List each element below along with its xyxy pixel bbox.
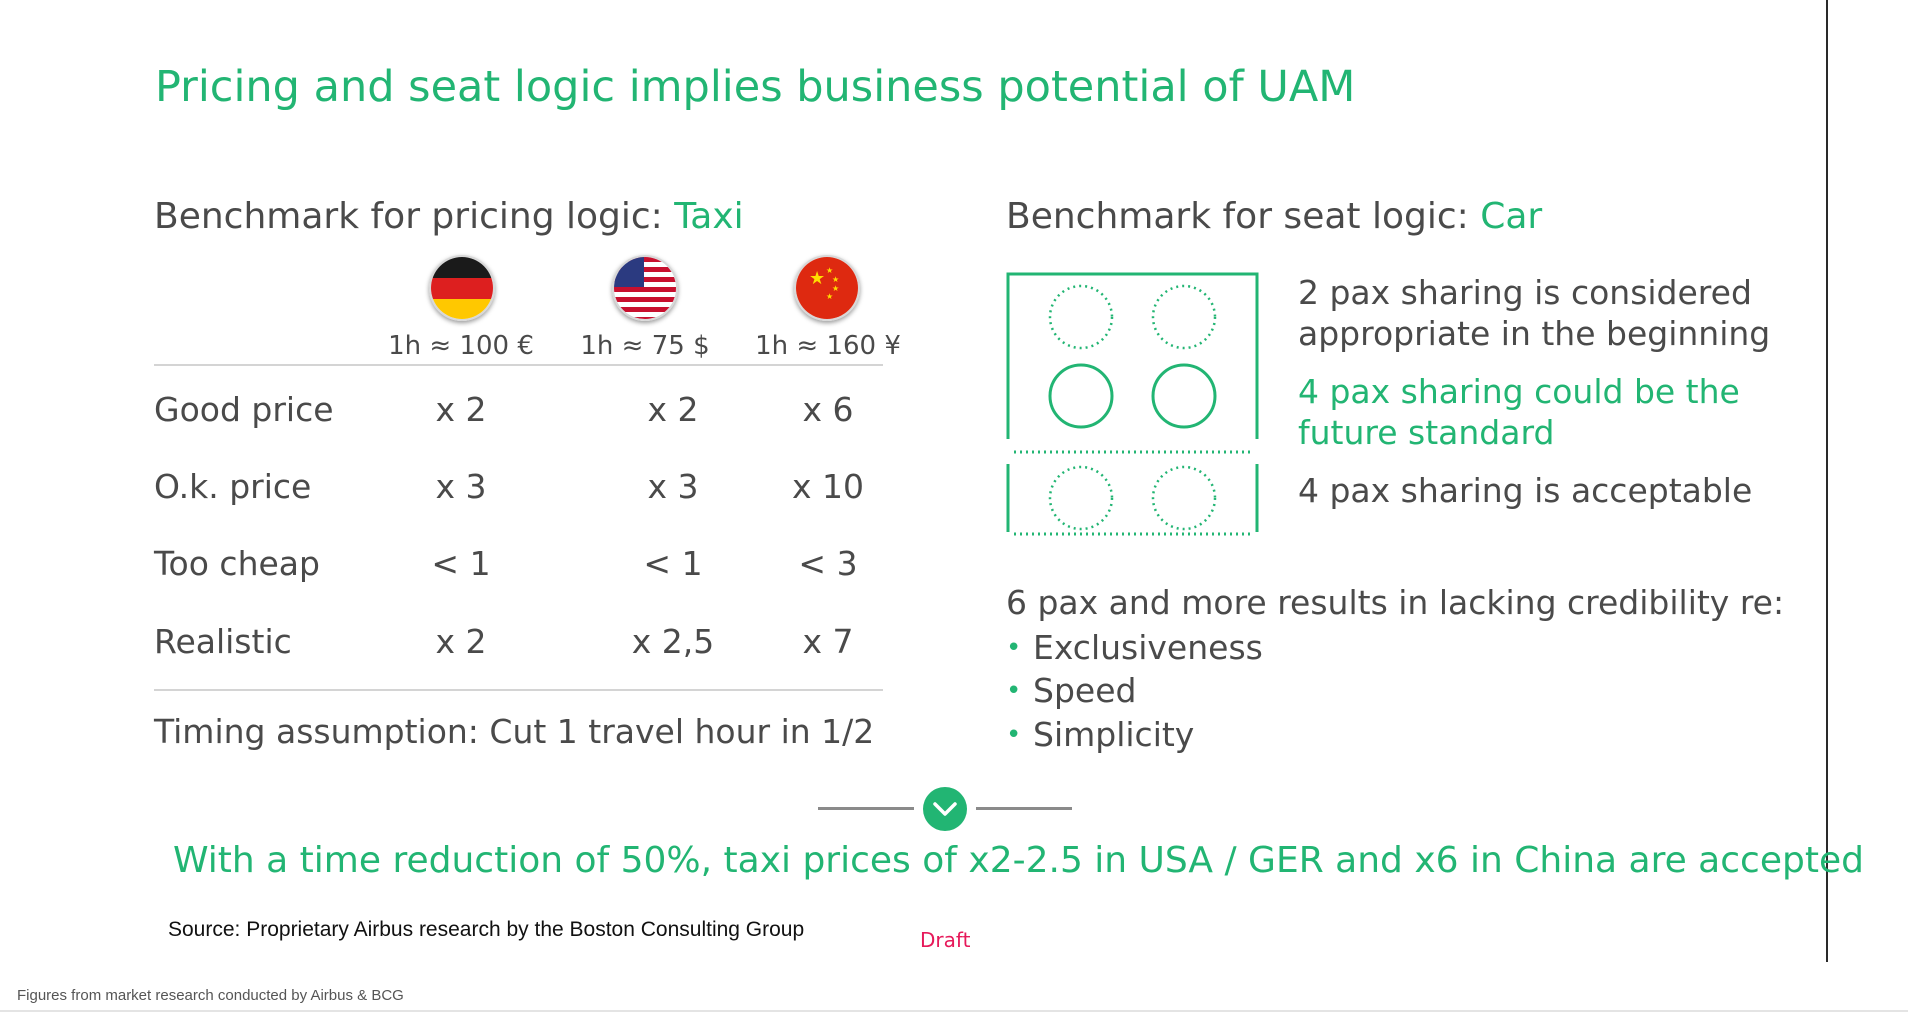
bullet-icon: • <box>1006 720 1022 750</box>
svg-text:★: ★ <box>826 266 833 275</box>
list-item: • Speed <box>1006 671 1136 710</box>
bullet-text: Simplicity <box>1033 715 1195 754</box>
seat-item-two-pax: 2 pax sharing is considered appropriate … <box>1298 272 1770 354</box>
rate-china: 1h ≈ 160 ¥ <box>755 331 901 361</box>
bullet-icon: • <box>1006 676 1022 706</box>
cell-value: x 2 <box>435 622 487 661</box>
bullet-text: Exclusiveness <box>1033 628 1263 667</box>
list-item: • Exclusiveness <box>1006 628 1263 667</box>
caption-divider <box>0 1010 1908 1012</box>
cell-value: x 10 <box>791 467 865 506</box>
rate-usa: 1h ≈ 75 $ <box>580 331 710 361</box>
svg-text:★: ★ <box>832 284 839 293</box>
cell-value: < 3 <box>798 544 858 583</box>
table-top-rule <box>154 364 883 366</box>
car-seat-diagram <box>1006 272 1259 536</box>
source-note: Source: Proprietary Airbus research by t… <box>168 918 805 941</box>
seat-item-four-pax-acceptable: 4 pax sharing is acceptable <box>1298 471 1753 510</box>
chevron-down-icon <box>923 787 967 831</box>
pricing-heading: Benchmark for pricing logic: Taxi <box>154 196 744 237</box>
svg-text:★: ★ <box>826 292 833 301</box>
cell-value: x 6 <box>802 390 854 429</box>
row-label-too-cheap: Too cheap <box>154 544 320 583</box>
rate-germany: 1h ≈ 100 € <box>388 331 534 361</box>
car-body-outline <box>1006 272 1259 532</box>
bullet-icon: • <box>1006 633 1022 663</box>
seat-dotted-rear <box>1048 465 1217 531</box>
cell-value: x 3 <box>435 467 487 506</box>
divider-right <box>976 807 1072 810</box>
seat-item-two-pax-line2: appropriate in the beginning <box>1298 314 1771 353</box>
timing-assumption: Timing assumption: Cut 1 travel hour in … <box>154 712 875 751</box>
cell-value: < 1 <box>431 544 491 583</box>
conclusion-text: With a time reduction of 50%, taxi price… <box>173 840 1864 881</box>
svg-text:★: ★ <box>832 275 839 284</box>
seat-heading-highlight: Car <box>1480 196 1543 237</box>
seat-item-four-pax-line2: future standard <box>1298 413 1555 452</box>
pricing-heading-highlight: Taxi <box>674 196 744 237</box>
seat-item-four-pax-future: 4 pax sharing could be the future standa… <box>1298 371 1740 453</box>
cell-value: x 7 <box>802 622 854 661</box>
table-bottom-rule <box>154 689 883 691</box>
svg-text:★: ★ <box>809 268 825 289</box>
row-label-ok-price: O.k. price <box>154 467 312 506</box>
slide-right-border <box>1826 0 1828 962</box>
image-caption: Figures from market research conducted b… <box>17 987 404 1004</box>
seat-heading: Benchmark for seat logic: Car <box>1006 196 1542 237</box>
cell-value: < 1 <box>643 544 703 583</box>
draft-label: Draft <box>920 928 971 952</box>
cell-value: x 2 <box>435 390 487 429</box>
row-label-good-price: Good price <box>154 390 334 429</box>
seat-item-four-pax-line1: 4 pax sharing could be the <box>1298 372 1740 411</box>
seat-dotted-front <box>1048 284 1217 350</box>
cell-value: x 2,5 <box>631 622 715 661</box>
list-item: • Simplicity <box>1006 715 1194 754</box>
china-flag-icon: ★ ★ ★ ★ ★ <box>794 255 860 321</box>
usa-flag-icon <box>612 255 678 321</box>
cell-value: x 3 <box>647 467 699 506</box>
row-label-realistic: Realistic <box>154 622 292 661</box>
slide-title: Pricing and seat logic implies business … <box>155 62 1356 112</box>
six-pax-statement: 6 pax and more results in lacking credib… <box>1006 583 1785 622</box>
germany-flag-icon <box>429 255 495 321</box>
bullet-text: Speed <box>1033 671 1137 710</box>
cell-value: x 2 <box>647 390 699 429</box>
seat-item-two-pax-line1: 2 pax sharing is considered <box>1298 273 1752 312</box>
seat-heading-prefix: Benchmark for seat logic: <box>1006 196 1481 237</box>
seat-solid-middle <box>1048 363 1217 429</box>
pricing-heading-prefix: Benchmark for pricing logic: <box>154 196 675 237</box>
divider-left <box>818 807 914 810</box>
